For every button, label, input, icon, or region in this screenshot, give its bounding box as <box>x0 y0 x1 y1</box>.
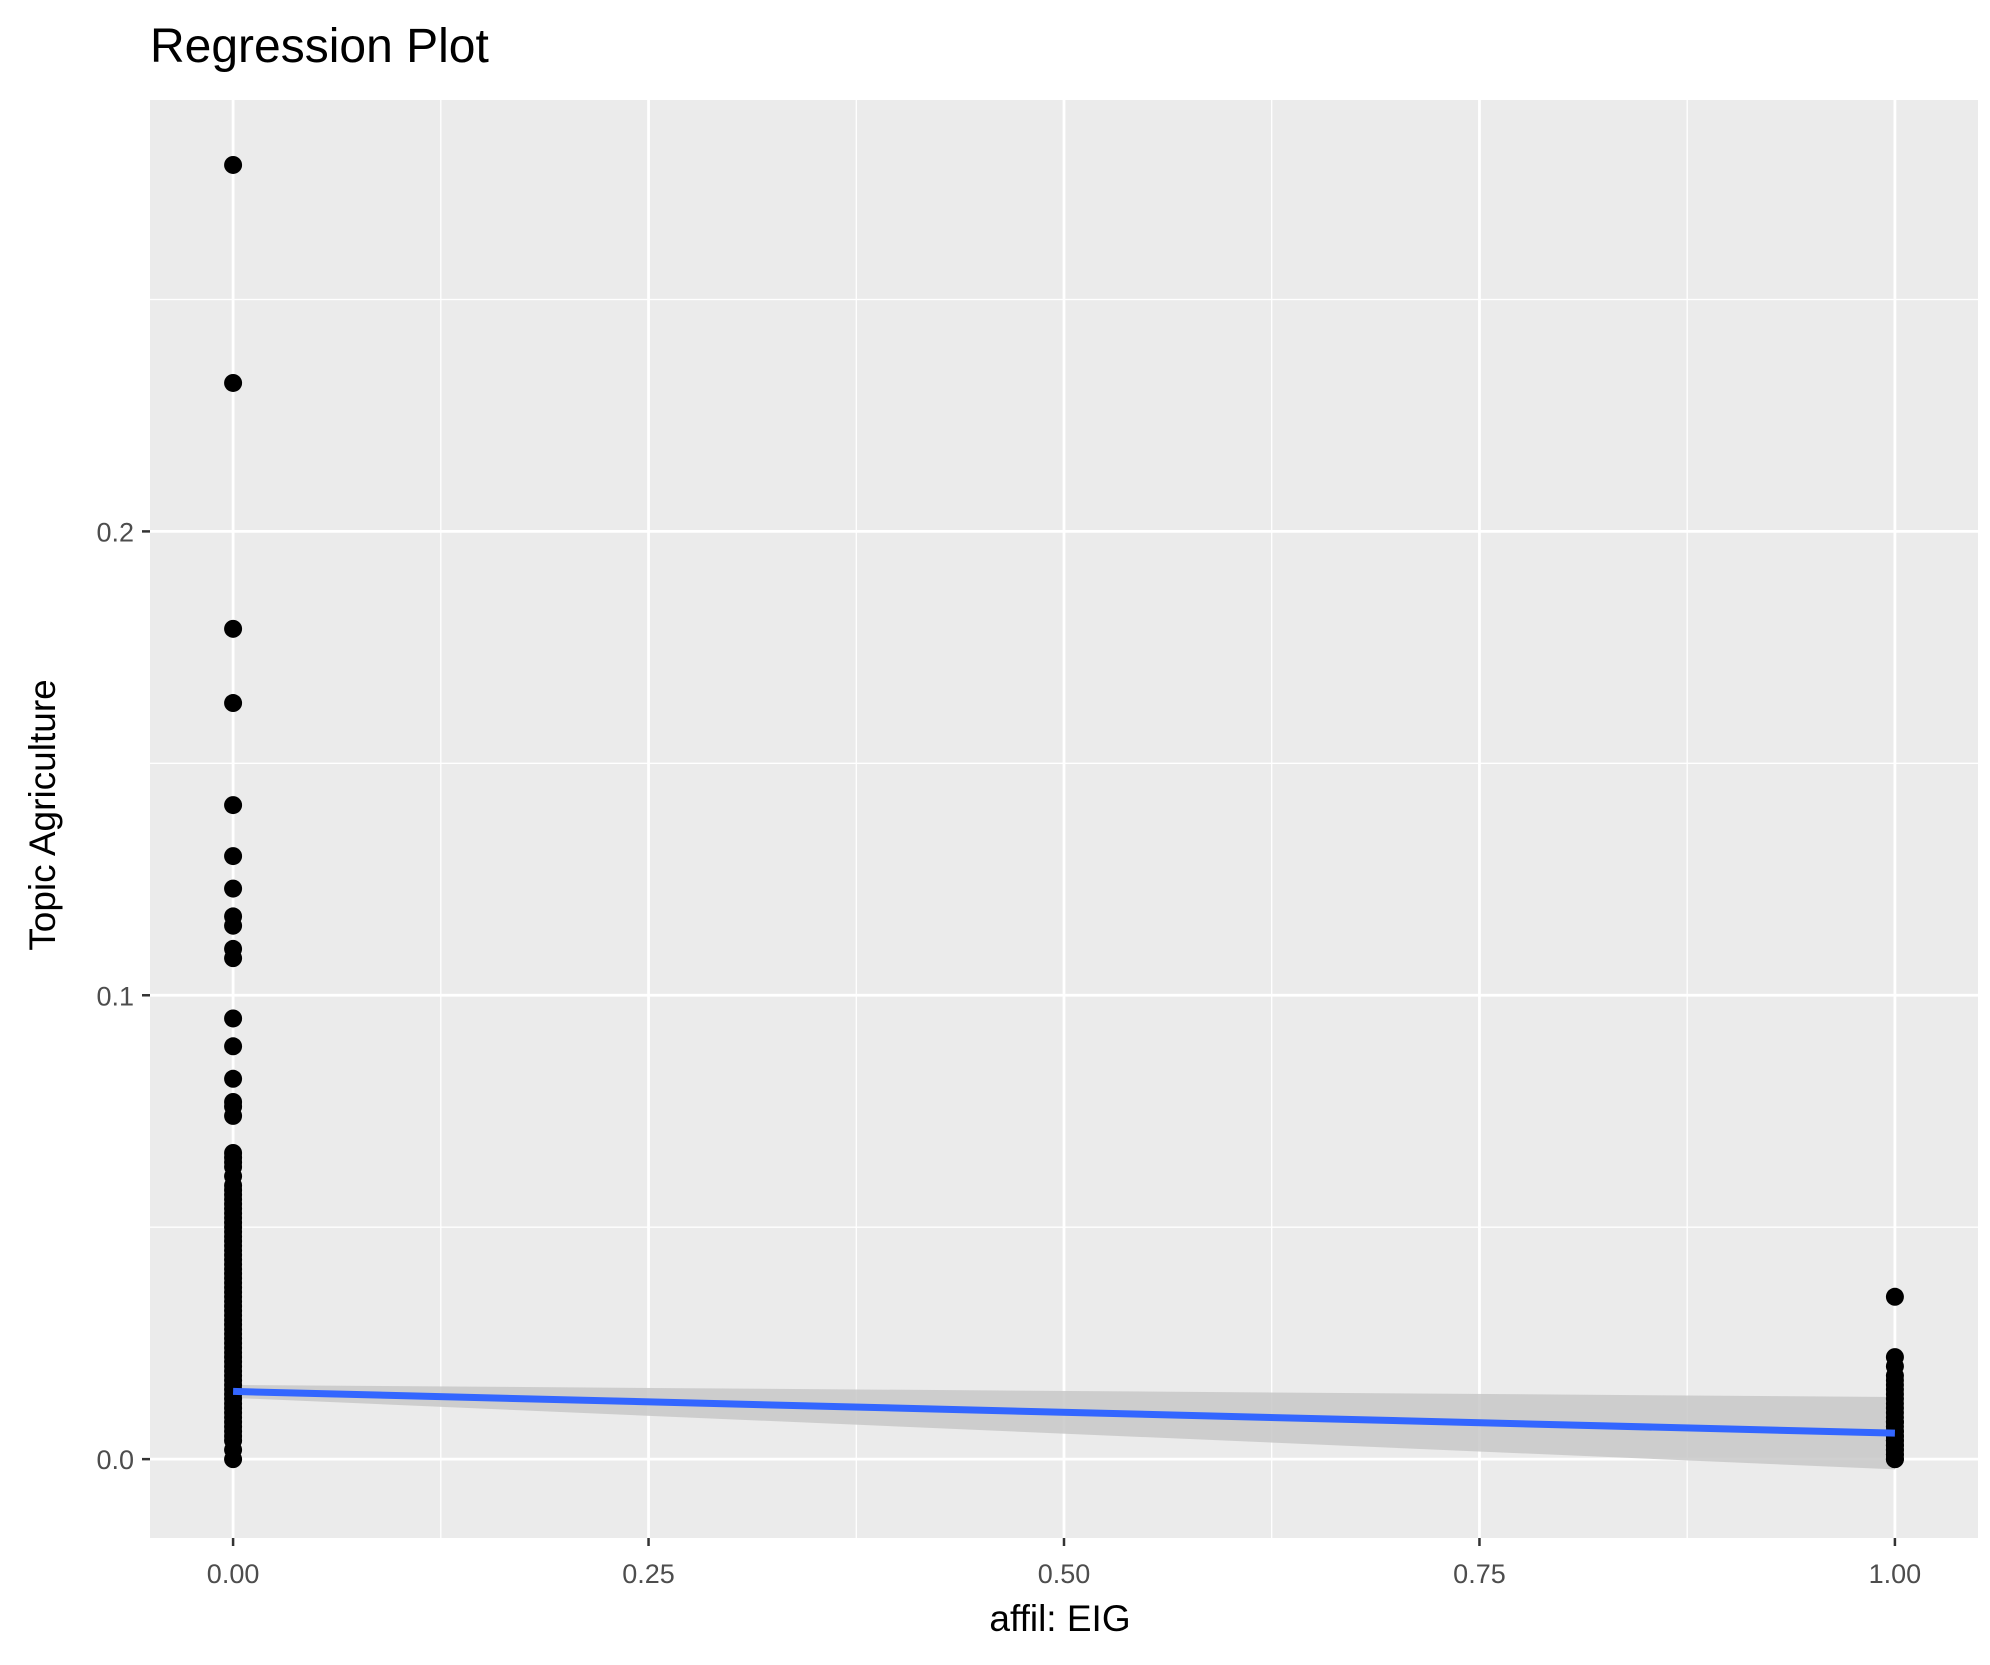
x-tick-label: 0.25 <box>622 1559 675 1589</box>
y-axis-title: Topic Agriculture <box>22 679 63 950</box>
data-point <box>1885 1287 1904 1306</box>
regression-line <box>233 1387 1895 1437</box>
data-point <box>224 694 243 713</box>
data-point <box>224 796 243 815</box>
x-tick-label: 0.50 <box>1038 1559 1091 1589</box>
data-point <box>224 879 243 898</box>
x-tick-label: 0.75 <box>1453 1559 1506 1589</box>
major-gridlines <box>150 100 1978 1538</box>
chart-title: Regression Plot <box>150 20 489 73</box>
data-point <box>224 847 243 866</box>
confidence-band <box>233 1384 1895 1470</box>
x-tick-label: 0.00 <box>207 1559 260 1589</box>
y-tick-label: 0.2 <box>96 517 134 547</box>
y-tick-label: 0.0 <box>96 1445 134 1475</box>
x-axis-title: affil: EIG <box>989 1598 1130 1639</box>
data-point <box>224 1450 243 1469</box>
data-point <box>224 373 243 392</box>
y-tick-label: 0.1 <box>96 981 134 1011</box>
x-axis-ticks: 0.00 0.25 0.50 0.75 1.00 <box>207 1538 1921 1589</box>
data-point <box>224 916 243 935</box>
data-point <box>1885 1450 1904 1469</box>
data-point <box>224 1106 243 1125</box>
x-tick-label: 1.00 <box>1869 1559 1922 1589</box>
data-point <box>224 1069 243 1088</box>
data-point <box>224 1037 243 1056</box>
data-point <box>224 949 243 968</box>
y-axis-ticks: 0.0 0.1 0.2 <box>96 517 150 1475</box>
data-point <box>224 1009 243 1028</box>
data-point <box>224 155 243 174</box>
data-point <box>224 619 243 638</box>
